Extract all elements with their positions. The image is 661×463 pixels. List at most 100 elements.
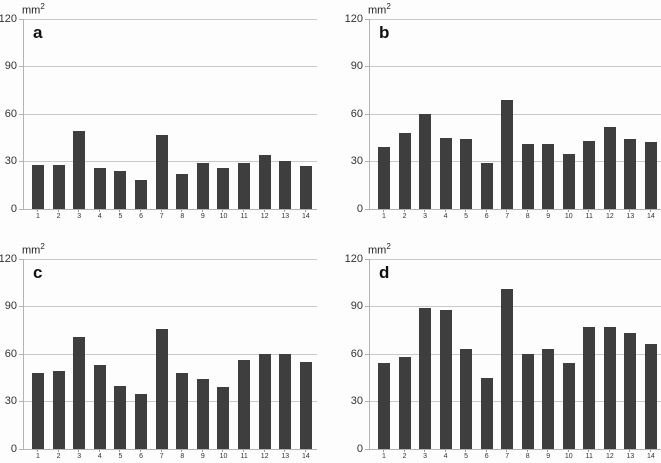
y-tick-mark <box>19 354 23 355</box>
bar <box>460 139 473 209</box>
x-tick-label: 3 <box>77 453 82 460</box>
bar-column: 7 <box>501 259 514 460</box>
gridline <box>24 66 317 67</box>
chart-panel-b: mm2 0 30 60 90 120 b 1 2 3 4 5 6 7 8 9 10 11 12 13 14 <box>330 0 661 223</box>
bar <box>93 168 106 209</box>
x-tick-label: 12 <box>260 453 269 460</box>
bar <box>378 363 390 449</box>
bar-column: 13 <box>279 259 292 460</box>
bar-column: 14 <box>644 259 657 460</box>
gridline <box>24 401 317 402</box>
gridline <box>24 19 317 20</box>
panel-letter: b <box>379 23 390 42</box>
x-tick-label: 10 <box>219 213 228 220</box>
x-tick-mark <box>588 450 590 452</box>
x-tick-mark <box>57 210 59 212</box>
x-tick-mark <box>263 210 265 212</box>
x-tick-mark <box>506 210 508 212</box>
x-tick-mark <box>284 450 286 452</box>
bar-column: 1 <box>378 19 390 220</box>
bars-container: 1 2 3 4 5 6 7 8 9 10 11 12 13 14 <box>24 259 317 460</box>
panel-letter: d <box>379 263 390 282</box>
x-tick-mark <box>119 210 121 212</box>
y-tick-label: 60 <box>4 347 17 360</box>
x-tick-label: 9 <box>200 453 205 460</box>
y-tick-mark <box>19 259 23 260</box>
chart-panel-d: mm2 0 30 60 90 120 d 1 2 3 4 5 6 7 8 9 10 11 12 13 14 <box>330 240 661 463</box>
x-tick-label: 12 <box>605 453 614 460</box>
y-tick-label: 30 <box>350 154 363 167</box>
bar-column: 7 <box>501 19 514 220</box>
x-tick-label: 11 <box>240 453 248 460</box>
y-axis-tick-labels: 0 30 60 90 120 <box>0 253 20 454</box>
x-tick-label: 1 <box>382 213 386 220</box>
unit-base: mm <box>368 244 387 257</box>
y-tick-mark <box>19 19 23 20</box>
bar <box>52 165 65 209</box>
x-tick-label: 14 <box>647 213 655 220</box>
y-tick-mark <box>19 449 23 450</box>
x-tick-label: 9 <box>200 213 205 220</box>
y-tick-mark <box>19 114 23 115</box>
bar-column: 13 <box>624 259 637 460</box>
bar-column: 1 <box>32 259 44 460</box>
x-tick-mark <box>222 210 224 212</box>
bar-column: 1 <box>378 259 390 460</box>
x-tick-label: 10 <box>564 453 573 460</box>
bar <box>279 161 292 209</box>
bars-container: 1 2 3 4 5 6 7 8 9 10 11 12 13 14 <box>24 19 317 220</box>
y-tick-label: 90 <box>4 299 17 312</box>
plot-area: b 1 2 3 4 5 6 7 8 9 10 11 12 13 14 <box>365 19 661 220</box>
bar-column: 12 <box>603 19 616 220</box>
bar <box>439 138 452 209</box>
bar-column: 5 <box>114 259 127 460</box>
x-tick-mark <box>201 450 203 452</box>
bar-column: 6 <box>135 259 148 460</box>
y-tick-label: 30 <box>4 394 17 407</box>
gridline <box>370 401 661 402</box>
x-tick-label: 5 <box>118 213 123 220</box>
x-tick-label: 1 <box>36 213 40 220</box>
bar-column: 10 <box>562 19 575 220</box>
unit-exponent: 2 <box>386 2 391 11</box>
bar-column: 4 <box>93 19 106 220</box>
bar <box>135 180 148 209</box>
bar-column: 10 <box>562 259 575 460</box>
x-tick-mark <box>403 210 405 212</box>
bar-column: 11 <box>583 19 596 220</box>
y-tick-mark <box>365 161 369 162</box>
bar <box>603 127 616 209</box>
bar-column: 9 <box>542 259 555 460</box>
x-tick-label: 7 <box>505 213 510 220</box>
y-axis-unit-label: mm2 <box>22 0 45 18</box>
bar <box>176 174 189 209</box>
x-tick-label: 5 <box>464 453 469 460</box>
gridline <box>370 66 661 67</box>
bar <box>501 289 514 449</box>
y-tick-mark <box>19 66 23 67</box>
x-tick-mark <box>506 450 508 452</box>
y-tick-label: 120 <box>0 252 17 265</box>
x-tick-mark <box>222 450 224 452</box>
x-tick-label: 10 <box>219 453 228 460</box>
bar-column: 13 <box>279 19 292 220</box>
bar-column: 10 <box>217 19 230 220</box>
x-tick-label: 6 <box>139 453 143 460</box>
x-tick-mark <box>649 210 651 212</box>
bar-column: 4 <box>93 259 106 460</box>
bar <box>480 378 493 449</box>
x-tick-label: 8 <box>180 213 185 220</box>
y-tick-mark <box>365 306 369 307</box>
x-tick-label: 8 <box>525 213 530 220</box>
bars-container: 1 2 3 4 5 6 7 8 9 10 11 12 13 14 <box>370 259 661 460</box>
x-tick-label: 5 <box>464 213 469 220</box>
y-tick-mark <box>365 66 369 67</box>
x-tick-mark <box>608 210 610 212</box>
bar <box>196 163 209 209</box>
bar <box>644 344 657 449</box>
bar <box>299 362 312 449</box>
gridline <box>370 259 661 260</box>
bar-column: 6 <box>480 259 493 460</box>
y-tick-label: 90 <box>350 299 363 312</box>
x-tick-label: 3 <box>423 213 428 220</box>
